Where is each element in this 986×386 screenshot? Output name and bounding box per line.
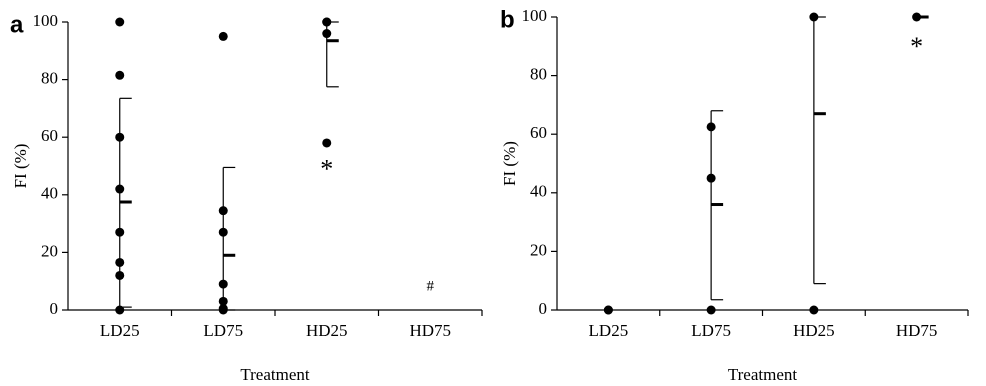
data-point [115,70,125,80]
panel-label: b [500,6,515,33]
data-point [603,305,613,315]
y-tick-label: 40 [41,184,58,203]
data-point [115,270,125,280]
x-axis-label: Treatment [728,365,798,384]
data-point [115,227,125,237]
y-tick-label: 0 [539,299,548,318]
y-tick-label: 80 [530,65,547,84]
y-tick-label: 100 [33,11,59,30]
data-point [115,17,125,27]
data-point [115,257,125,267]
panel-label: a [10,11,24,38]
data-point [706,173,716,183]
x-tick-label: HD75 [409,321,451,340]
data-point [322,17,332,27]
data-point [218,296,228,306]
y-tick-label: 80 [41,69,58,88]
data-point [218,279,228,289]
y-tick-label: 0 [50,299,59,318]
x-tick-label: HD75 [896,321,938,340]
x-tick-label: HD25 [306,321,348,340]
data-point [115,305,125,315]
x-tick-label: LD75 [691,321,731,340]
data-point [706,122,716,132]
x-tick-label: LD25 [100,321,140,340]
data-point [809,12,819,22]
y-tick-label: 60 [41,126,58,145]
x-tick-label: LD75 [203,321,243,340]
annotation: * [910,32,923,61]
y-tick-label: 20 [41,241,58,260]
data-point [218,206,228,216]
data-point [809,305,819,315]
x-tick-label: HD25 [793,321,835,340]
y-tick-label: 100 [522,6,548,25]
y-axis-label: FI (%) [500,141,519,186]
annotation: # [427,278,435,294]
x-axis-label: Treatment [240,365,310,384]
y-tick-label: 20 [530,240,547,259]
data-point [322,29,332,39]
annotation: * [320,155,333,184]
data-point [115,184,125,194]
data-point [218,31,228,41]
data-point [218,227,228,237]
data-point [322,138,332,148]
y-tick-label: 40 [530,182,547,201]
data-point [706,305,716,315]
data-point [218,305,228,315]
data-point [115,132,125,142]
y-axis-label: FI (%) [11,144,30,189]
y-tick-label: 60 [530,123,547,142]
x-tick-label: LD25 [589,321,629,340]
